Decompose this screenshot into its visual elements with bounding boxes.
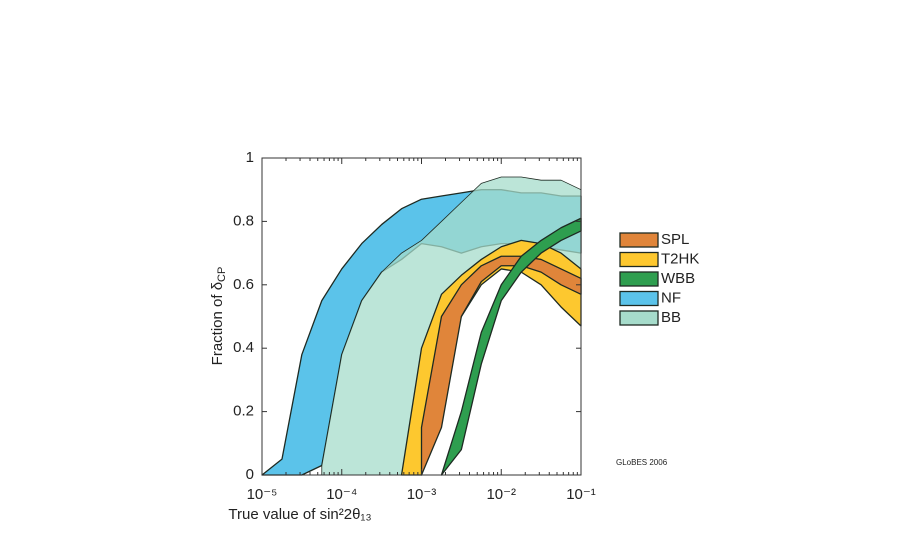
x-axis-label: True value of sin²2θ₁₃ bbox=[228, 506, 371, 523]
legend-label: T2HK bbox=[661, 250, 699, 267]
y-tick-label: 0 bbox=[246, 466, 254, 483]
x-tick-label: 10⁻³ bbox=[407, 486, 437, 503]
legend-swatch bbox=[619, 251, 659, 268]
legend-label: BB bbox=[661, 309, 681, 326]
y-axis-label: Fraction of δCP bbox=[209, 267, 228, 366]
y-tick-label: 1 bbox=[246, 149, 254, 166]
annotation: GLoBES 2006 bbox=[616, 458, 668, 467]
x-tick-label: 10⁻⁴ bbox=[326, 486, 357, 503]
legend-label: NF bbox=[661, 289, 681, 306]
legend-label: WBB bbox=[661, 270, 695, 287]
legend-swatch bbox=[619, 232, 659, 248]
y-tick-label: 0.4 bbox=[233, 339, 254, 356]
x-tick-label: 10⁻² bbox=[486, 486, 516, 503]
y-axis-label-sub: CP bbox=[216, 267, 228, 282]
legend-swatch bbox=[619, 271, 659, 287]
y-tick-label: 0.6 bbox=[233, 276, 254, 293]
y-tick-label: 0.2 bbox=[233, 403, 254, 420]
y-axis-label-main: Fraction of δ bbox=[209, 282, 226, 365]
legend-swatch bbox=[619, 290, 659, 307]
legend-swatch bbox=[619, 310, 659, 326]
y-tick-label: 0.8 bbox=[233, 212, 254, 229]
legend-label: SPL bbox=[661, 231, 689, 248]
x-tick-label: 10⁻⁵ bbox=[247, 486, 278, 503]
x-tick-label: 10⁻¹ bbox=[566, 486, 596, 503]
